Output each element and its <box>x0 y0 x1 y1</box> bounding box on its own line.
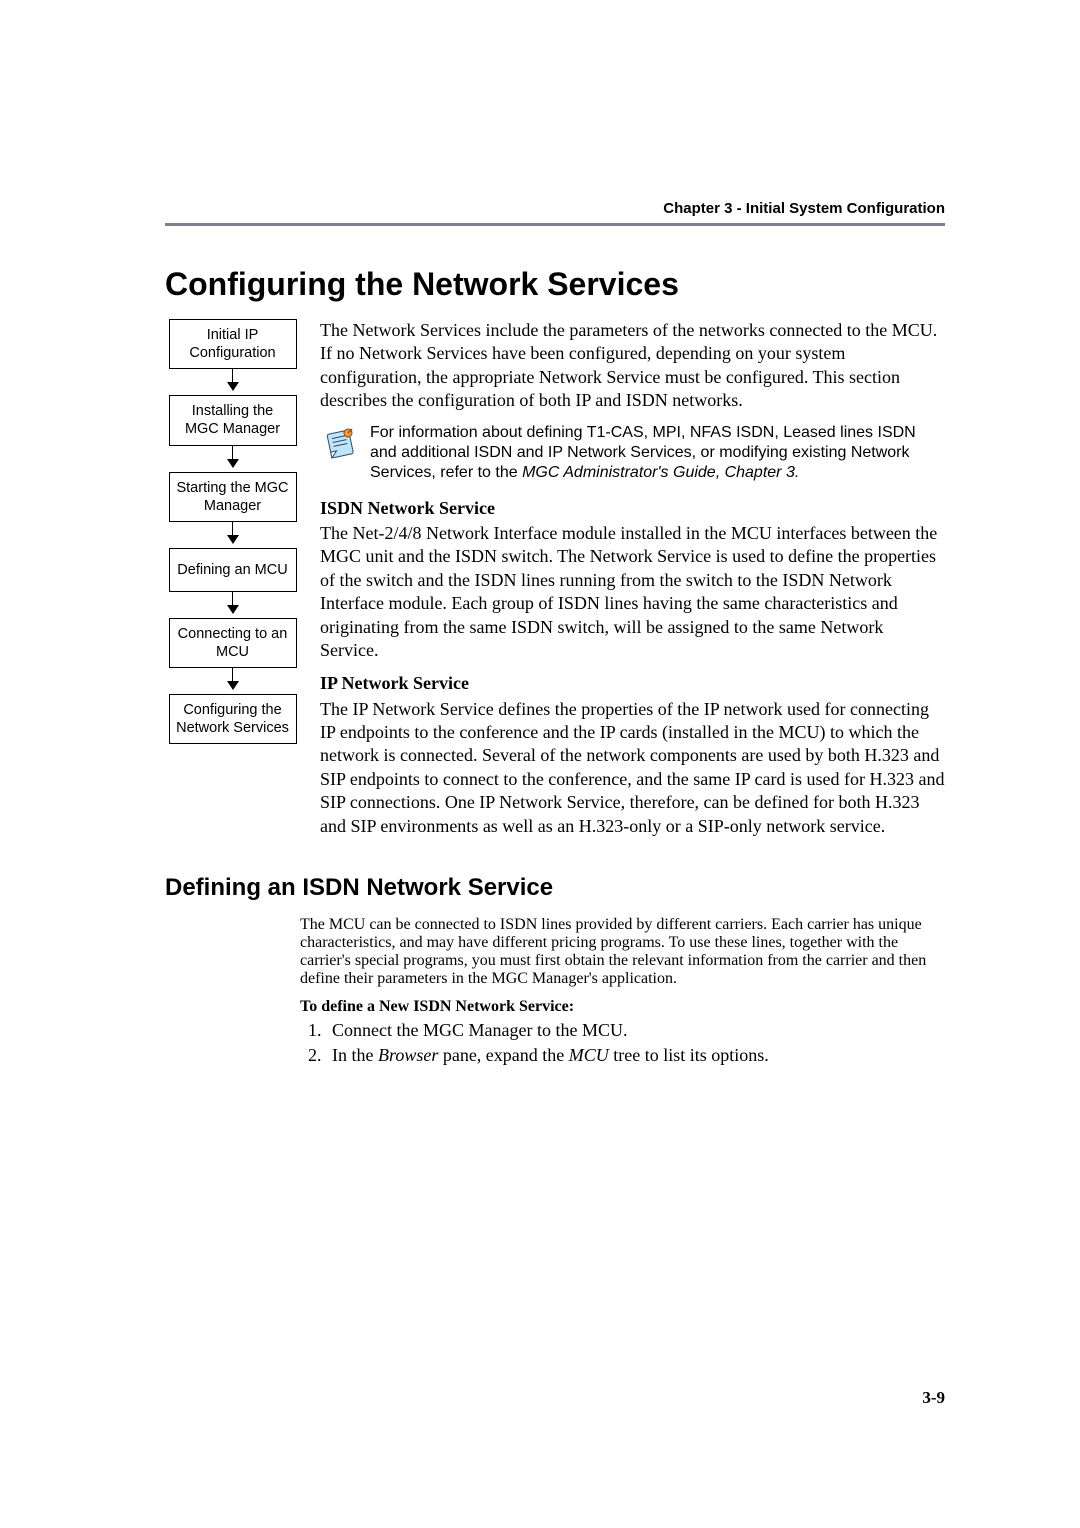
flow-box-connect-mcu: Connecting to an MCU <box>169 618 297 668</box>
flow-box-define-mcu: Defining an MCU <box>169 548 297 592</box>
page-number: 3-9 <box>922 1388 945 1408</box>
step-1: Connect the MGC Manager to the MCU. <box>326 1020 945 1041</box>
step-2-post: tree to list its options. <box>609 1045 769 1065</box>
note-icon <box>320 423 360 463</box>
document-page: Chapter 3 - Initial System Configuration… <box>0 0 1080 1528</box>
page-title: Configuring the Network Services <box>165 266 945 303</box>
isdn-body: The Net-2/4/8 Network Interface module i… <box>320 522 945 662</box>
flow-arrow <box>227 369 239 395</box>
step-2-mid: pane, expand the <box>438 1045 568 1065</box>
note-text: For information about defining T1-CAS, M… <box>370 423 945 483</box>
procedure-title: To define a New ISDN Network Service: <box>300 998 945 1016</box>
header-rule <box>165 223 945 226</box>
flow-arrow <box>227 668 239 694</box>
step-2-i2: MCU <box>569 1045 609 1065</box>
ip-heading: IP Network Service <box>320 672 945 695</box>
ip-body: The IP Network Service defines the prope… <box>320 698 945 838</box>
step-2-pre: In the <box>332 1045 378 1065</box>
step-2-i1: Browser <box>378 1045 438 1065</box>
flow-arrow <box>227 446 239 472</box>
procedure-steps: Connect the MGC Manager to the MCU. In t… <box>300 1020 945 1066</box>
intro-paragraph: The Network Services include the paramet… <box>320 319 945 413</box>
step-2: In the Browser pane, expand the MCU tree… <box>326 1045 945 1066</box>
flow-arrow <box>227 522 239 548</box>
note-block: For information about defining T1-CAS, M… <box>320 423 945 483</box>
flow-box-start-mgc: Starting the MGC Manager <box>169 472 297 522</box>
flow-arrow <box>227 592 239 618</box>
section2-body-block: The MCU can be connected to ISDN lines p… <box>300 916 945 1066</box>
flow-box-initial-ip: Initial IP Configuration <box>169 319 297 369</box>
flowchart: Initial IP Configuration Installing the … <box>165 319 300 744</box>
note-text-ital: MGC Administrator's Guide, Chapter 3. <box>522 464 799 481</box>
section2-body: The MCU can be connected to ISDN lines p… <box>300 916 945 988</box>
section-defining-isdn: Defining an ISDN Network Service <box>165 874 945 902</box>
flow-box-config-network: Configuring the Network Services <box>169 694 297 744</box>
isdn-heading: ISDN Network Service <box>320 497 945 520</box>
flow-box-install-mgc: Installing the MGC Manager <box>169 395 297 445</box>
main-content-row: Initial IP Configuration Installing the … <box>165 319 945 848</box>
chapter-header: Chapter 3 - Initial System Configuration <box>165 200 945 217</box>
text-column: The Network Services include the paramet… <box>320 319 945 848</box>
